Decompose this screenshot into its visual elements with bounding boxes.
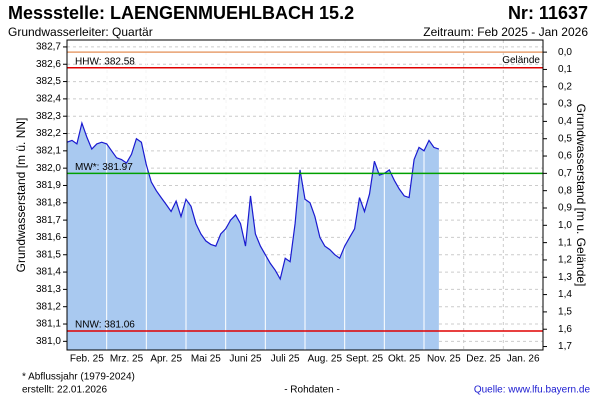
y-tick-label: 382,4 [36,94,61,105]
reference-label: Gelände [502,55,540,66]
y2-tick-label: 0,9 [558,203,572,214]
y-tick-label: 381,9 [36,180,61,191]
plot-frame [66,39,544,351]
y-tick-label: 381,6 [36,232,61,243]
y2-tick-label: 1,0 [558,220,572,231]
x-tick-label: Jan. 26 [507,354,540,365]
y2-tick-label: 1,2 [558,255,572,266]
data-status: - Rohdaten - [284,385,340,396]
area-fill [67,123,439,350]
y2-tick-label: 1,4 [558,289,572,300]
y2-tick-label: 1,1 [558,237,572,248]
y-tick-label: 382,0 [36,163,61,174]
y-tick-label: 381,4 [36,267,61,278]
y-axis-label: Grundwasserstand [m ü. NN] [14,118,28,273]
y-tick-label: 381,2 [36,301,61,312]
area-line [66,120,440,281]
x-tick-label: Sept. 25 [346,354,384,365]
x-tick-label: Aug. 25 [308,354,343,365]
x-tick-label: Juni 25 [229,354,262,365]
y-tick-label: 382,1 [36,145,61,156]
y2-tick-label: 0,4 [558,116,572,127]
x-tick-label: Okt. 25 [388,354,421,365]
y-tick-label: 382,2 [36,128,61,139]
y-tick-label: 382,3 [36,111,61,122]
y-tick-label: 381,3 [36,284,61,295]
chart-title: Messstelle: LAENGENMUEHLBACH 15.2 [8,3,354,23]
y2-tick-label: 0,5 [558,133,572,144]
y2-tick-label: 0,0 [558,47,572,58]
y-tick-label: 382,5 [36,76,61,87]
source: Quelle: www.lfu.bayern.de [474,385,591,396]
y2-tick-label: 1,5 [558,307,572,318]
y-tick-label: 381,8 [36,197,61,208]
x-tick-label: Mrz. 25 [110,354,144,365]
y2-tick-label: 0,3 [558,99,572,110]
footnote: * Abflussjahr (1979-2024) [22,372,135,383]
x-tick-label: Apr. 25 [150,354,182,365]
y2-tick-label: 1,6 [558,324,572,335]
y-tick-label: 381,1 [36,319,61,330]
y2-tick-label: 1,7 [558,341,572,352]
period: Zeitraum: Feb 2025 - Jan 2026 [423,25,588,39]
x-tick-label: Nov. 25 [427,354,461,365]
subtitle: Grundwasserleiter: Quartär [8,25,153,39]
reference-label: NNW: 381.06 [75,320,135,331]
y2-axis-label: Grundwasserstand [m u. Gelände] [574,104,588,287]
reference-label: HHW: 382.58 [75,56,135,67]
x-tick-label: Juli 25 [271,354,300,365]
y-tick-label: 382,6 [36,59,61,70]
reference-label: MW*: 381.97 [75,162,133,173]
y2-tick-label: 0,8 [558,185,572,196]
x-tick-label: Dez. 25 [466,354,501,365]
y2-tick-label: 0,7 [558,168,572,179]
y2-tick-label: 0,2 [558,81,572,92]
x-tick-label: Feb. 25 [70,354,104,365]
created-date: erstellt: 22.01.2026 [22,385,107,396]
y-tick-label: 381,7 [36,215,61,226]
y-tick-label: 381,0 [36,336,61,347]
y2-tick-label: 1,3 [558,272,572,283]
station-number: Nr: 11637 [508,3,588,23]
y-tick-label: 381,5 [36,249,61,260]
y-tick-label: 382,7 [36,42,61,53]
y2-tick-label: 0,1 [558,64,572,75]
y2-tick-label: 0,6 [558,151,572,162]
x-tick-label: Mai 25 [191,354,221,365]
